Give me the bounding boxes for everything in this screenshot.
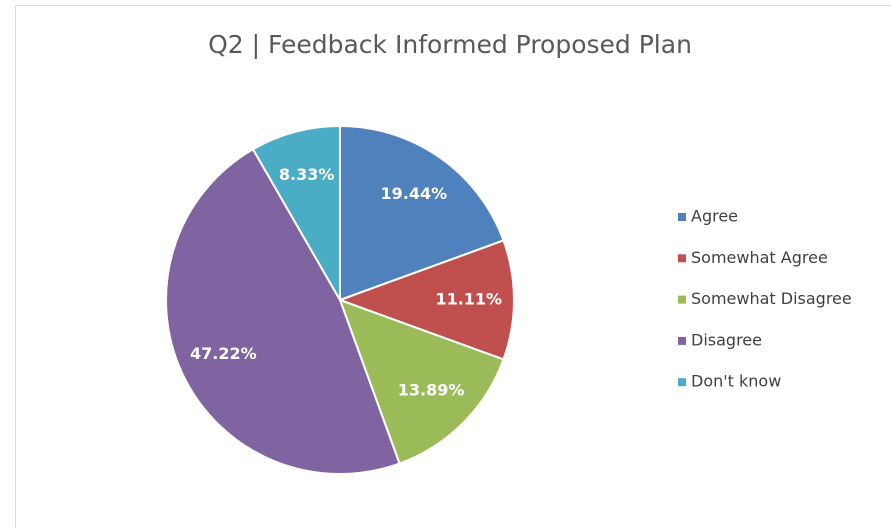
chart-title: Q2 | Feedback Informed Proposed Plan (208, 30, 692, 59)
pie-slice (339, 124, 505, 302)
legend-swatch (678, 336, 686, 345)
pie-slice (338, 298, 505, 465)
data-label: 11.11% (435, 289, 502, 308)
legend-label: Somewhat Agree (691, 248, 828, 267)
legend-swatch (678, 378, 686, 387)
legend-swatch (678, 254, 686, 263)
pie-slice (251, 124, 341, 304)
data-label: 13.89% (398, 381, 465, 400)
legend-swatch (678, 213, 686, 221)
legend-label: Somewhat Disagree (691, 289, 852, 308)
legend-label: Agree (691, 207, 738, 226)
data-label: 8.33% (279, 165, 335, 184)
pie-slice (337, 239, 515, 361)
legend-swatch (678, 295, 686, 304)
legend-label: Don't know (691, 372, 781, 391)
pie-slice (165, 147, 401, 475)
legend-label: Disagree (691, 330, 762, 349)
data-label: 47.22% (190, 344, 257, 363)
data-label: 19.44% (381, 184, 448, 203)
